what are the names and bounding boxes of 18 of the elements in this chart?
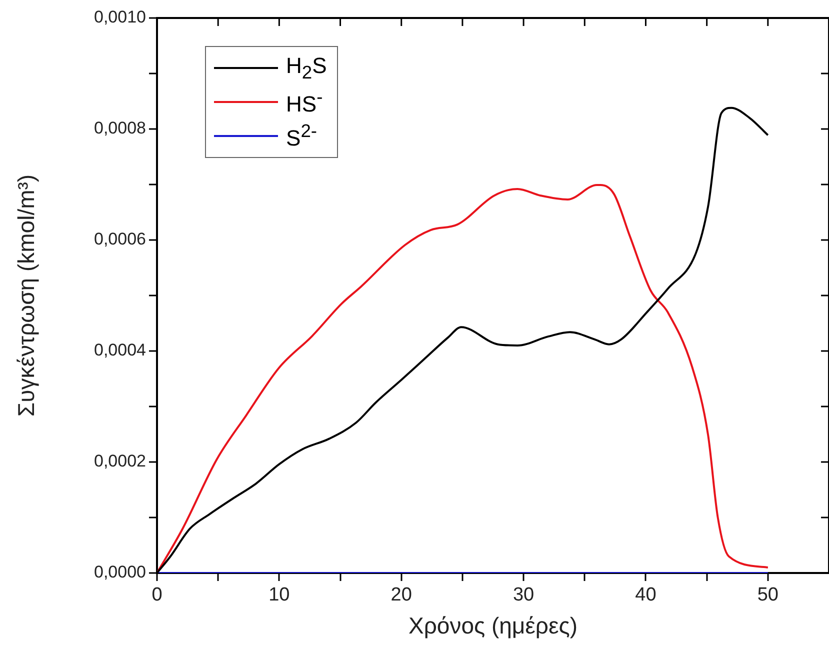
y-tick-label: 0,0010 [94, 8, 146, 27]
legend-label: HS$^{-}$ [286, 86, 323, 118]
x-axis-title: Χρόνος (ημέρες) [408, 612, 578, 639]
line-series [157, 184, 769, 573]
x-tick-label: 0 [152, 584, 162, 606]
x-tick-label: 50 [757, 584, 778, 606]
x-tick-label: 20 [390, 584, 412, 606]
x-tick-label: 10 [268, 584, 290, 606]
y-tick-label: 0,0004 [94, 340, 146, 360]
y-tick-label: 0,0002 [94, 452, 146, 471]
y-tick-label: 0,0008 [94, 118, 146, 138]
legend-label: H$_{2}$S [286, 52, 327, 84]
y-tick-label: 0,0000 [94, 562, 146, 582]
y-axis-title: Συγκέντρωση (kmol/m³) [13, 174, 40, 417]
legend-label: S$^{2-}$ [286, 120, 317, 152]
x-tick-label: 30 [512, 584, 534, 606]
y-tick-label: 0,0006 [94, 230, 146, 249]
x-tick-label: 40 [635, 584, 656, 606]
